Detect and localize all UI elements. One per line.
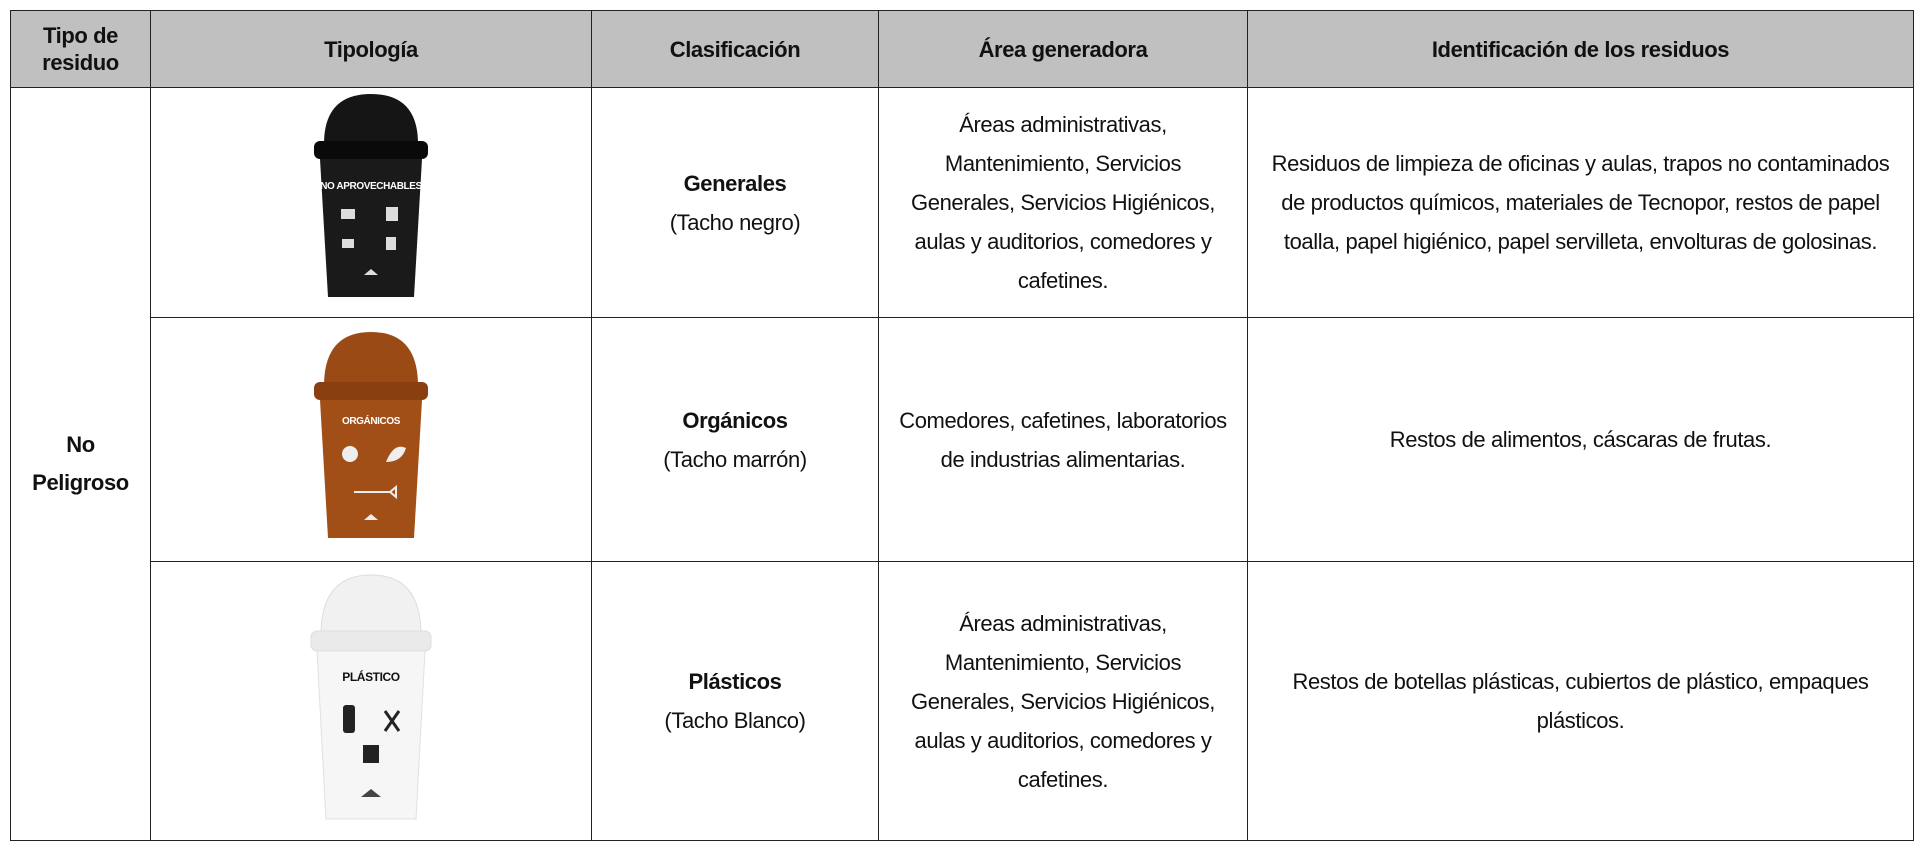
- classification: Plásticos (Tacho Blanco): [591, 561, 879, 841]
- class-name: Orgánicos: [682, 407, 788, 433]
- area: Áreas administrativas, Mantenimiento, Se…: [878, 561, 1248, 841]
- bin-note: (Tacho marrón): [663, 446, 807, 472]
- area: Comedores, cafetines, laboratorios de in…: [878, 317, 1248, 562]
- header-cell: Identificación de los residuos: [1247, 10, 1914, 88]
- classification: Generales (Tacho negro): [591, 87, 879, 318]
- bin-label: ORGÁNICOS: [342, 414, 401, 427]
- bin-black: NO APROVECHABLES: [314, 94, 428, 297]
- identification: Restos de botellas plásticas, cubiertos …: [1247, 561, 1914, 841]
- class-name: Plásticos: [688, 669, 782, 694]
- header-cell: Clasificación: [591, 10, 879, 88]
- bin-note: (Tacho Blanco): [664, 708, 806, 733]
- header-row: Tipo de residuo Tipología Clasificación …: [10, 10, 1914, 88]
- bin-label: PLÁSTICO: [342, 669, 400, 684]
- bin-note: (Tacho negro): [669, 209, 801, 235]
- header-cell: Área generadora: [878, 10, 1248, 88]
- waste-type: No Peligroso: [10, 87, 151, 841]
- bin-image: NO APROVECHABLES: [150, 87, 592, 318]
- bin-white: PLÁSTICO: [310, 574, 432, 820]
- waste-table: Tipo de residuo Tipología Clasificación …: [10, 10, 1914, 841]
- row: ORGÁNICOS Orgánicos (Tacho marrón) Comedo…: [11, 317, 1914, 562]
- bin-label: NO APROVECHABLES: [320, 181, 422, 192]
- area: Áreas administrativas, Mantenimiento, Se…: [878, 87, 1248, 318]
- row: No Peligroso NO APROVECHABLES Generales (…: [10, 87, 1914, 841]
- identification: Restos de alimentos, cáscaras de frutas.: [1247, 317, 1914, 562]
- classification: Orgánicos (Tacho marrón): [591, 317, 879, 562]
- identification: Residuos de limpieza de oficinas y aulas…: [1247, 87, 1914, 318]
- header-cell: Tipología: [150, 10, 592, 88]
- row: PLÁSTICO Plásticos (Tacho Blanco) Áreas a…: [11, 561, 1914, 841]
- bin-brown: ORGÁNICOS: [314, 331, 428, 538]
- header-cell: Tipo de residuo: [10, 10, 151, 88]
- bin-image: PLÁSTICO: [150, 561, 592, 841]
- class-name: Generales: [683, 170, 787, 196]
- bin-image: ORGÁNICOS: [150, 317, 592, 562]
